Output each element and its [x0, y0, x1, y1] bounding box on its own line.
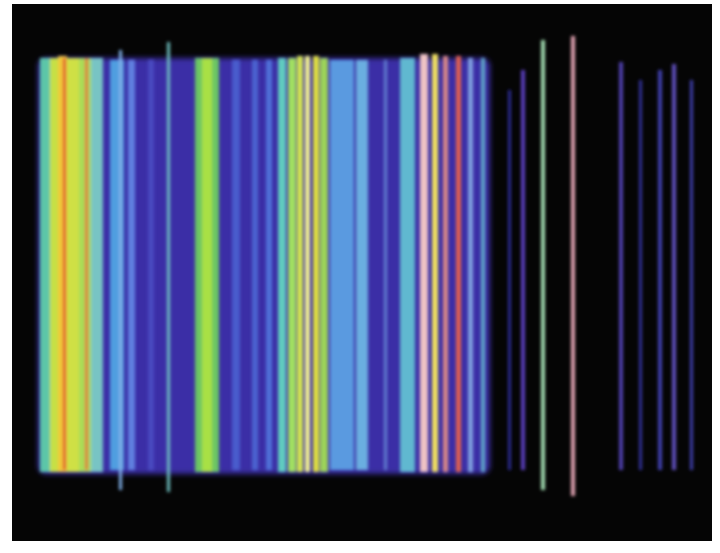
line [541, 40, 545, 490]
band [91, 58, 103, 472]
line [508, 90, 511, 470]
line [384, 60, 387, 470]
band [232, 60, 240, 470]
spectrum-image [0, 0, 720, 553]
band [456, 56, 461, 472]
band [266, 60, 272, 470]
band [420, 54, 428, 472]
line [571, 36, 575, 496]
line [619, 62, 623, 470]
line [672, 64, 676, 470]
band [330, 60, 354, 470]
line [63, 58, 66, 470]
band [468, 58, 473, 472]
band [432, 54, 438, 472]
band [67, 58, 79, 472]
band [202, 58, 212, 472]
line [85, 58, 88, 470]
line [639, 80, 642, 470]
page-body [0, 0, 720, 553]
band [313, 56, 319, 472]
band [356, 60, 368, 470]
line [167, 42, 170, 492]
band [320, 58, 328, 472]
band [400, 58, 415, 472]
line [690, 80, 693, 470]
line [119, 50, 122, 490]
band [50, 58, 59, 472]
band [305, 56, 310, 472]
band [148, 60, 154, 470]
line [521, 70, 525, 470]
band [278, 58, 286, 472]
band [297, 56, 303, 472]
page: Spectrum {} html, body { margin: 0; padd… [0, 0, 720, 553]
band [288, 58, 296, 472]
band [443, 56, 448, 472]
band [252, 60, 258, 470]
band [481, 58, 485, 472]
band [128, 60, 135, 470]
line [658, 70, 662, 470]
